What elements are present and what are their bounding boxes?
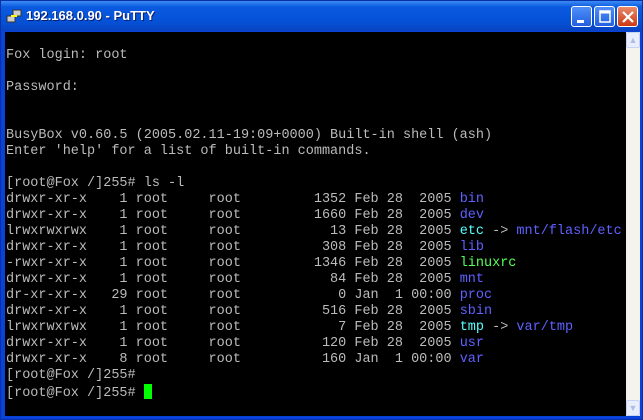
terminal-text: [root@Fox /]255# — [6, 368, 136, 383]
terminal-line — [5, 96, 626, 112]
file-name-dir: usr — [459, 336, 484, 351]
window-title: 192.168.0.90 - PuTTY — [26, 8, 155, 23]
terminal-text: -> — [484, 320, 517, 335]
terminal-text: drwxr-xr-x 1 root root 516 Feb 28 2005 — [6, 304, 460, 319]
terminal-text: drwxr-xr-x 1 root root 84 Feb 28 2005 — [6, 272, 460, 287]
terminal-text: Enter 'help' for a list of built-in comm… — [6, 144, 371, 159]
file-name-dir: lib — [459, 240, 484, 255]
terminal-line: [root@Fox /]255# — [5, 368, 626, 384]
file-name-dir: var — [459, 352, 484, 367]
title-bar[interactable]: 192.168.0.90 - PuTTY — [1, 1, 642, 31]
terminal-text: drwxr-xr-x 1 root root 120 Feb 28 2005 — [6, 336, 460, 351]
terminal-line: drwxr-xr-x 1 root root 84 Feb 28 2005 mn… — [5, 272, 626, 288]
file-name-exec: linuxrc — [459, 256, 517, 271]
terminal-text: [root@Fox /]255# ls -l — [6, 176, 185, 191]
terminal-line: BusyBox v0.60.5 (2005.02.11-19:09+0000) … — [5, 128, 626, 144]
terminal-text: -rwxr-xr-x 1 root root 1346 Feb 28 2005 — [6, 256, 460, 271]
file-name-dir: var/tmp — [516, 320, 574, 335]
terminal-text: lrwxrwxrwx 1 root root 7 Feb 28 2005 — [6, 320, 460, 335]
terminal-line: -rwxr-xr-x 1 root root 1346 Feb 28 2005 … — [5, 256, 626, 272]
terminal-text: drwxr-xr-x 1 root root 1660 Feb 28 2005 — [6, 208, 460, 223]
terminal-line: drwxr-xr-x 1 root root 1352 Feb 28 2005 … — [5, 192, 626, 208]
close-button[interactable] — [617, 6, 638, 27]
maximize-icon — [599, 10, 611, 23]
terminal-line — [5, 160, 626, 176]
terminal-line — [5, 64, 626, 80]
terminal-line: drwxr-xr-x 1 root root 308 Feb 28 2005 l… — [5, 240, 626, 256]
scroll-up-icon[interactable]: ▲ — [626, 32, 640, 48]
terminal-line: [root@Fox /]255# ls -l — [5, 176, 626, 192]
scroll-down-icon[interactable]: ▼ — [626, 400, 640, 416]
file-name-dir: mnt — [459, 272, 484, 287]
terminal-text: -> — [484, 224, 517, 239]
terminal-text: drwxr-xr-x 8 root root 160 Jan 1 00:00 — [6, 352, 460, 367]
terminal-line: Enter 'help' for a list of built-in comm… — [5, 144, 626, 160]
file-name-link: tmp — [459, 320, 484, 335]
terminal-text: Password: — [6, 80, 79, 95]
terminal-text: BusyBox v0.60.5 (2005.02.11-19:09+0000) … — [6, 128, 493, 143]
close-icon — [622, 11, 634, 23]
putty-icon — [6, 9, 22, 23]
text-cursor — [143, 384, 152, 399]
terminal-line: lrwxrwxrwx 1 root root 13 Feb 28 2005 et… — [5, 224, 626, 240]
terminal-line — [5, 32, 626, 48]
terminal-text: lrwxrwxrwx 1 root root 13 Feb 28 2005 — [6, 224, 460, 239]
terminal-line: [root@Fox /]255# — [5, 384, 626, 401]
file-name-dir: proc — [459, 288, 493, 303]
terminal-text: drwxr-xr-x 1 root root 1352 Feb 28 2005 — [6, 192, 460, 207]
terminal-output[interactable]: Fox login: root Password: BusyBox v0.60.5 … — [5, 32, 626, 416]
file-name-dir: mnt/flash/etc — [516, 224, 622, 239]
maximize-button[interactable] — [594, 6, 615, 27]
file-name-dir: bin — [459, 192, 484, 207]
minimize-icon — [577, 20, 584, 23]
terminal-line: dr-xr-xr-x 29 root root 0 Jan 1 00:00 pr… — [5, 288, 626, 304]
terminal-line: Fox login: root — [5, 48, 626, 64]
terminal-line: drwxr-xr-x 8 root root 160 Jan 1 00:00 v… — [5, 352, 626, 368]
terminal-text: [root@Fox /]255# — [6, 386, 144, 401]
terminal-text: Fox login: root — [6, 48, 128, 63]
terminal-line: Password: — [5, 80, 626, 96]
terminal-line: drwxr-xr-x 1 root root 1660 Feb 28 2005 … — [5, 208, 626, 224]
terminal-line: drwxr-xr-x 1 root root 120 Feb 28 2005 u… — [5, 336, 626, 352]
file-name-dir: dev — [459, 208, 484, 223]
minimize-button[interactable] — [571, 6, 592, 27]
terminal-line: drwxr-xr-x 1 root root 516 Feb 28 2005 s… — [5, 304, 626, 320]
file-name-link: etc — [459, 224, 484, 239]
terminal-text: dr-xr-xr-x 29 root root 0 Jan 1 00:00 — [6, 288, 460, 303]
terminal-line — [5, 112, 626, 128]
scrollbar[interactable]: ▲ ▼ — [626, 32, 640, 416]
file-name-dir: sbin — [459, 304, 493, 319]
terminal-line: lrwxrwxrwx 1 root root 7 Feb 28 2005 tmp… — [5, 320, 626, 336]
terminal-text: drwxr-xr-x 1 root root 308 Feb 28 2005 — [6, 240, 460, 255]
